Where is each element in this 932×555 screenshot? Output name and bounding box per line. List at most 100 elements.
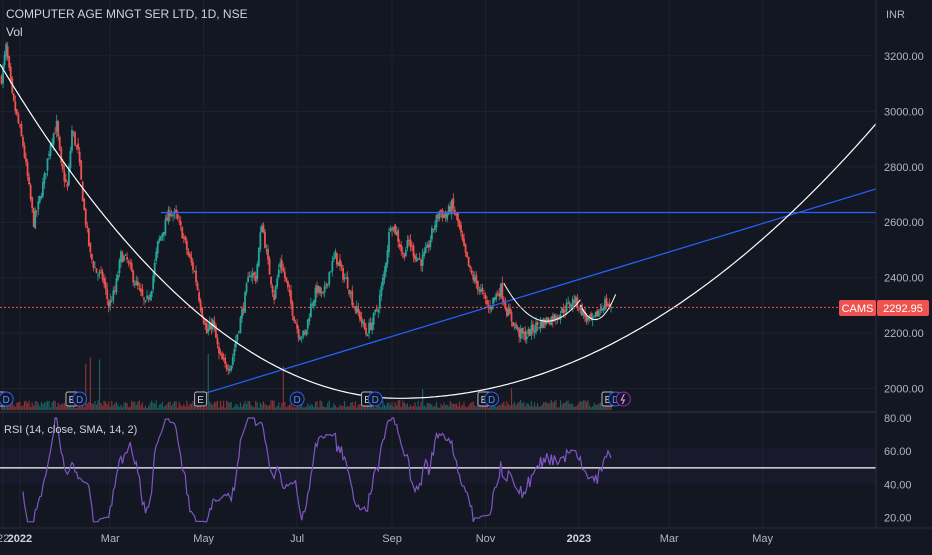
candle-body[interactable] — [274, 286, 277, 299]
candle-body[interactable] — [467, 256, 470, 266]
candle-body[interactable] — [501, 282, 504, 300]
candle-body[interactable] — [279, 262, 282, 268]
candle-body[interactable] — [470, 270, 473, 274]
candle-body[interactable] — [106, 289, 109, 300]
rising-trendline[interactable] — [200, 188, 877, 396]
candle-body[interactable] — [104, 281, 107, 290]
candle-body[interactable] — [17, 114, 20, 124]
candle-body[interactable] — [415, 257, 418, 262]
candle-body[interactable] — [587, 317, 589, 321]
candle-body[interactable] — [401, 252, 404, 254]
candle-body[interactable] — [427, 244, 430, 248]
candle-body[interactable] — [426, 244, 429, 248]
candle-body[interactable] — [166, 217, 168, 221]
candle-body[interactable] — [31, 197, 34, 208]
candle-body[interactable] — [588, 315, 591, 317]
price-axis[interactable]: 3200.00 3000.00 2800.00 2600.00 2400.00 2200.… — [884, 51, 924, 396]
candle-body[interactable] — [610, 307, 612, 309]
candlesticks[interactable] — [0, 41, 612, 376]
candle-body[interactable] — [332, 257, 335, 260]
candle-body[interactable] — [562, 308, 565, 314]
candle-body[interactable] — [52, 133, 55, 145]
candle-body[interactable] — [544, 319, 547, 325]
candle-body[interactable] — [2, 65, 4, 84]
candle-body[interactable] — [568, 302, 571, 307]
candle-body[interactable] — [496, 294, 499, 296]
candle-body[interactable] — [208, 322, 211, 331]
candle-body[interactable] — [149, 294, 151, 300]
candle-body[interactable] — [561, 307, 563, 313]
dividend-marker[interactable] — [0, 391, 14, 407]
candle-body[interactable] — [210, 323, 213, 330]
candle-body[interactable] — [60, 148, 63, 163]
candle-body[interactable] — [22, 136, 24, 146]
candle-body[interactable] — [478, 290, 481, 292]
candle-body[interactable] — [411, 245, 413, 247]
candle-body[interactable] — [199, 300, 202, 310]
candle-body[interactable] — [126, 257, 129, 260]
candle-body[interactable] — [355, 306, 358, 313]
candle-body[interactable] — [458, 220, 461, 228]
candle-body[interactable] — [192, 262, 194, 271]
candle-body[interactable] — [577, 309, 580, 311]
candle-body[interactable] — [585, 315, 588, 322]
candle-body[interactable] — [242, 307, 245, 311]
candle-body[interactable] — [9, 66, 12, 81]
candle-body[interactable] — [512, 321, 514, 327]
candle-body[interactable] — [604, 299, 606, 311]
candle-body[interactable] — [66, 183, 69, 188]
candle-body[interactable] — [424, 247, 427, 253]
candle-body[interactable] — [397, 230, 400, 242]
candle-body[interactable] — [45, 173, 47, 175]
candle-body[interactable] — [309, 303, 312, 318]
candle-body[interactable] — [80, 160, 83, 180]
candle-body[interactable] — [542, 318, 545, 328]
mini-curve-2[interactable] — [579, 294, 617, 321]
candle-body[interactable] — [156, 241, 159, 254]
candle-body[interactable] — [270, 276, 272, 285]
candle-body[interactable] — [294, 321, 297, 324]
candle-body[interactable] — [346, 277, 349, 289]
time-axis[interactable]: 222022 Mar May Jul Sep Nov 2023 Mar May — [0, 533, 774, 545]
candle-body[interactable] — [302, 330, 305, 337]
candle-body[interactable] — [336, 252, 338, 265]
candle-body[interactable] — [193, 271, 196, 273]
candle-body[interactable] — [251, 273, 254, 278]
candle-body[interactable] — [64, 179, 67, 182]
candle-body[interactable] — [187, 250, 190, 256]
rsi-title[interactable]: RSI (14, close, SMA, 14, 2) — [4, 424, 137, 436]
candle-body[interactable] — [254, 275, 257, 282]
candle-body[interactable] — [283, 271, 286, 278]
candle-body[interactable] — [343, 277, 346, 280]
candle-body[interactable] — [265, 249, 268, 251]
candle-body[interactable] — [297, 329, 300, 339]
dividend-marker[interactable] — [367, 391, 383, 407]
candle-body[interactable] — [101, 271, 104, 280]
candle-body[interactable] — [311, 304, 314, 306]
candle-body[interactable] — [317, 285, 320, 292]
candle-body[interactable] — [84, 209, 87, 226]
candle-body[interactable] — [280, 260, 283, 270]
candle-body[interactable] — [533, 330, 536, 333]
candle-body[interactable] — [299, 337, 302, 341]
candle-body[interactable] — [118, 260, 121, 274]
candle-body[interactable] — [221, 353, 223, 360]
candle-body[interactable] — [328, 272, 331, 285]
candle-body[interactable] — [559, 314, 562, 320]
candle-body[interactable] — [282, 268, 285, 272]
candle-body[interactable] — [276, 278, 279, 287]
candle-body[interactable] — [78, 151, 81, 163]
candle-body[interactable] — [414, 255, 416, 260]
candle-body[interactable] — [329, 271, 332, 273]
candle-body[interactable] — [417, 258, 419, 260]
candle-body[interactable] — [189, 253, 191, 258]
candle-body[interactable] — [259, 232, 262, 249]
candle-body[interactable] — [385, 262, 387, 272]
candle-body[interactable] — [594, 311, 597, 317]
candle-body[interactable] — [115, 278, 118, 293]
candle-body[interactable] — [48, 154, 50, 156]
candle-body[interactable] — [161, 233, 164, 237]
candle-body[interactable] — [37, 201, 40, 210]
dividend-marker[interactable] — [484, 391, 500, 407]
candle-body[interactable] — [504, 301, 507, 309]
